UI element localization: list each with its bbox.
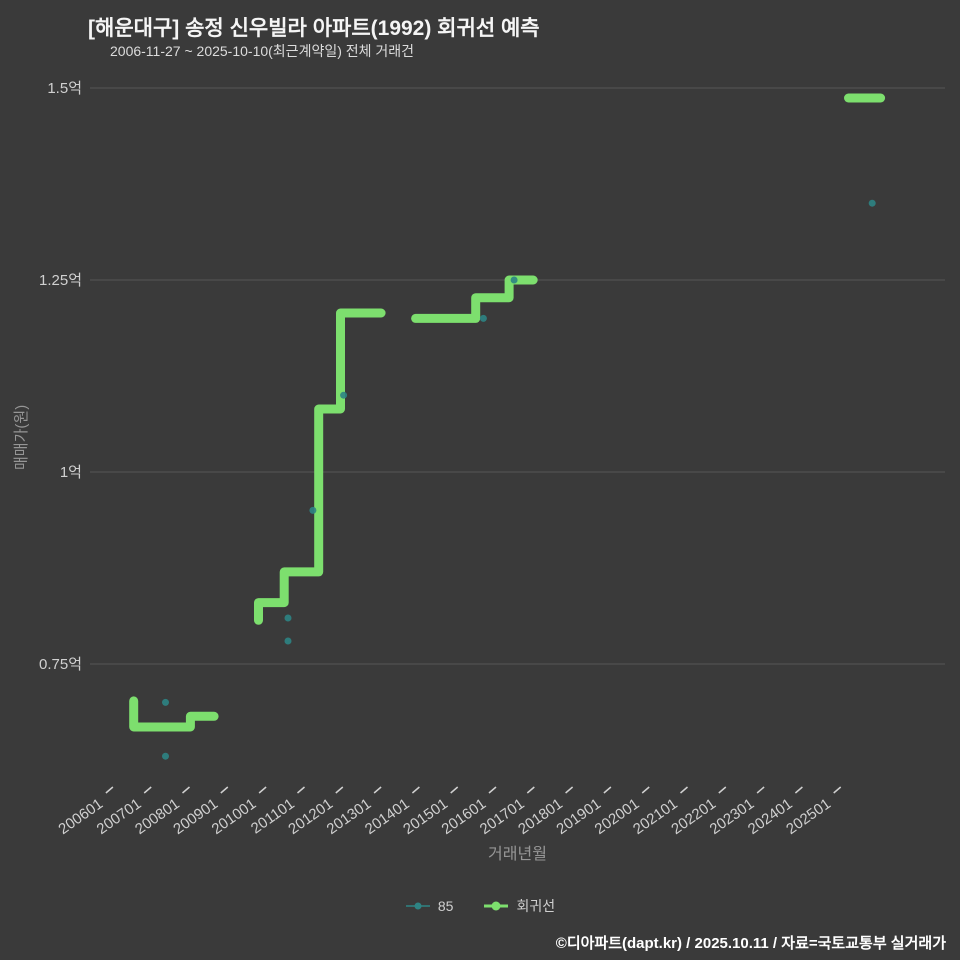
x-tick-mark	[143, 786, 152, 794]
credit-line: ©디아파트(dapt.kr) / 2025.10.11 / 자료=국토교통부 실…	[555, 935, 946, 952]
data-point	[340, 391, 348, 399]
x-tick-mark	[488, 786, 497, 794]
x-tick-mark	[297, 786, 305, 794]
x-tick-mark	[105, 786, 114, 794]
legend-label: 85	[437, 898, 454, 914]
y-tick-label: 1.5억	[47, 80, 82, 97]
x-tick-mark	[258, 786, 267, 794]
x-axis-title: 거래년월	[488, 846, 547, 863]
x-tick-mark	[335, 786, 344, 794]
scatter-marker-icon	[405, 902, 430, 910]
x-tick-mark	[220, 786, 229, 794]
legend-label: 회귀선	[516, 898, 556, 914]
x-tick-mark	[182, 786, 190, 794]
data-point	[162, 698, 169, 706]
legend-item-series-85[interactable]: 85	[405, 898, 454, 914]
line-marker-icon	[484, 901, 509, 911]
x-tick-mark	[373, 786, 382, 794]
regression-line-segment	[129, 696, 219, 732]
data-point	[162, 752, 169, 760]
regression-line-segment	[411, 275, 538, 323]
y-tick-label: 1.25억	[39, 272, 82, 289]
x-tick-mark	[718, 786, 727, 794]
x-tick-mark	[450, 786, 459, 794]
data-point	[510, 276, 518, 284]
chart-title: [해운대구] 송정 신우빌라 아파트(1992) 회귀선 예측	[88, 17, 540, 40]
data-point	[309, 506, 317, 514]
x-tick-mark	[603, 786, 612, 794]
data-point	[868, 199, 876, 207]
x-tick-mark	[680, 786, 688, 794]
x-tick-mark	[526, 786, 535, 794]
x-tick-mark	[565, 786, 574, 794]
y-axis-title: 매매가(원)	[13, 404, 30, 470]
legend: 85 회귀선	[0, 896, 960, 916]
x-tick-mark	[411, 786, 420, 794]
data-point	[284, 637, 292, 645]
y-tick-label: 1억	[60, 464, 82, 481]
x-tick-label: 201001	[209, 795, 260, 838]
x-tick-mark	[641, 786, 650, 794]
x-tick-mark	[794, 786, 803, 794]
x-tick-mark	[833, 786, 842, 794]
legend-item-regression[interactable]: 회귀선	[483, 896, 555, 916]
x-tick-label: 202501	[783, 795, 834, 838]
chart-subtitle: 2006-11-27 ~ 2025-10-10(최근계약일) 전체 거래건	[110, 43, 415, 59]
x-tick-mark	[756, 786, 765, 794]
y-tick-label: 0.75억	[39, 656, 82, 673]
regression-line-segment	[254, 308, 386, 625]
data-point	[284, 614, 292, 622]
data-point	[479, 314, 487, 322]
